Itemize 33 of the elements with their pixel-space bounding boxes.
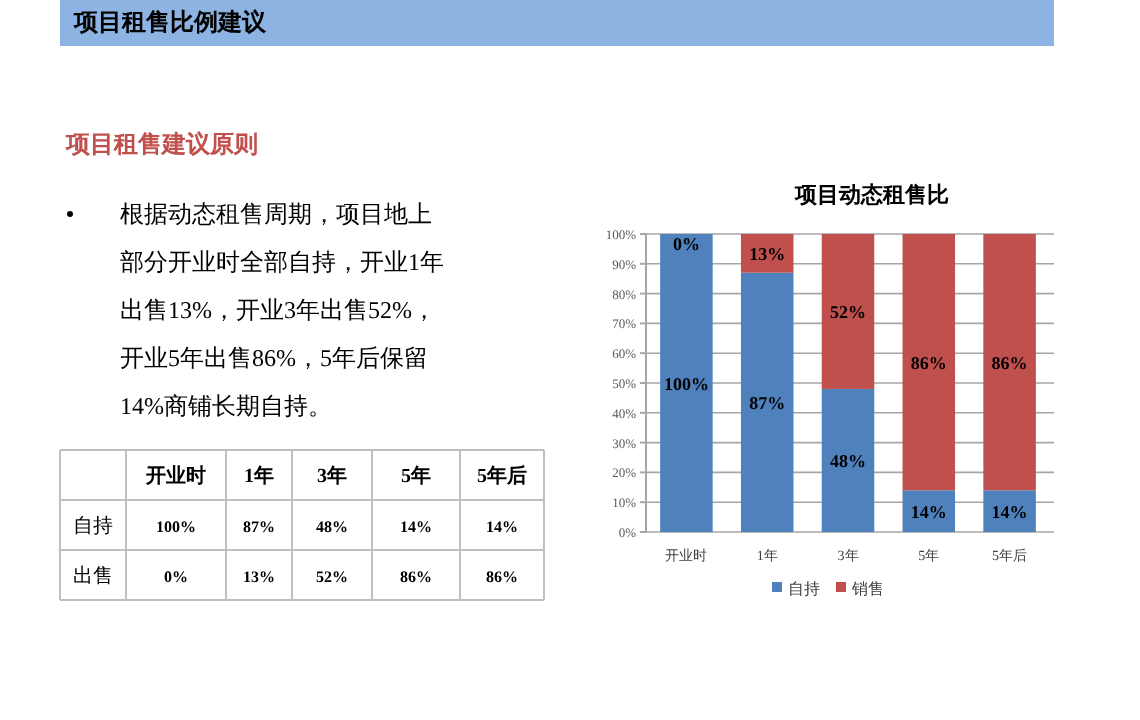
text: 13% [243,568,275,586]
data-label: 100% [663,374,709,394]
data-label: 86% [991,353,1028,374]
data-label: 86% [910,353,947,374]
data-label: 87% [749,393,786,414]
data-label: 13% [749,244,786,265]
chart-title: 项目动态租售比 [793,182,949,208]
text: 0% [164,568,188,586]
text: 100% [156,518,196,536]
text: 出售 [73,564,113,588]
text: 48% [316,518,348,536]
text: 86% [486,568,518,586]
category-label: 5年 [401,466,431,488]
text: 87% [243,518,275,536]
category-label: 3年 [317,466,347,488]
legend-label: 销售 [850,580,884,598]
category-label: 5年后 [477,466,527,488]
data-label: 14% [910,502,947,523]
text: 根据动态租售周期，项目地上部分开业时全部自持，开业1年出售13%，开业3年出售52%，开业5年出售86%，5年后保留14%商铺长期自持。 [120,200,444,420]
data-label: 0% [672,234,700,254]
text: 自持 [73,514,113,538]
data-label: 14% [991,502,1028,523]
text: 项目租售比例建议 [72,8,268,36]
text: 86% [400,568,432,586]
text: 52% [316,568,348,586]
text: 14% [486,518,518,536]
legend-label: 自持 [788,580,820,598]
text: 14% [400,518,432,536]
data-label: 52% [830,302,866,323]
category-label: 开业时 [146,466,206,488]
text: 项目租售建议原则 [64,130,258,158]
data-label: 48% [830,451,866,472]
category-label: 1年 [244,466,274,488]
